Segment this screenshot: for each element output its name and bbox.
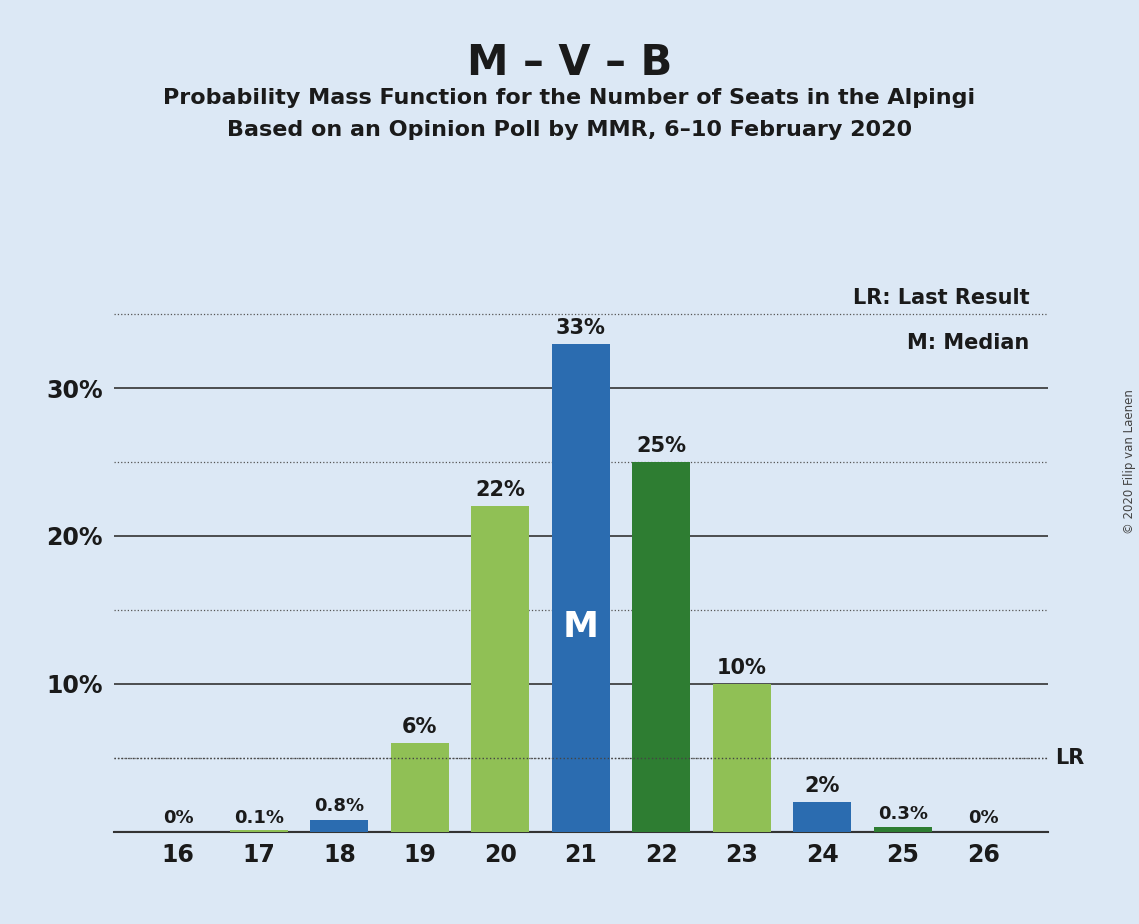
Bar	[391, 743, 449, 832]
Bar	[794, 802, 852, 832]
Text: M: Median: M: Median	[907, 333, 1030, 353]
Text: 0.8%: 0.8%	[314, 797, 364, 815]
Text: Probability Mass Function for the Number of Seats in the Alpingi: Probability Mass Function for the Number…	[163, 88, 976, 108]
Bar	[552, 344, 609, 832]
Text: M – V – B: M – V – B	[467, 42, 672, 83]
Text: 10%: 10%	[716, 658, 767, 678]
Text: © 2020 Filip van Laenen: © 2020 Filip van Laenen	[1123, 390, 1137, 534]
Text: 0%: 0%	[163, 809, 194, 827]
Bar	[230, 830, 288, 832]
Text: 33%: 33%	[556, 318, 606, 338]
Text: 0%: 0%	[968, 809, 999, 827]
Text: 0.3%: 0.3%	[878, 805, 928, 822]
Bar	[472, 506, 530, 832]
Text: LR: Last Result: LR: Last Result	[853, 288, 1030, 309]
Text: 22%: 22%	[475, 480, 525, 501]
Bar	[713, 684, 771, 832]
Text: M: M	[563, 610, 599, 644]
Text: LR: LR	[1055, 748, 1084, 768]
Bar	[874, 827, 932, 832]
Bar	[310, 820, 368, 832]
Text: 6%: 6%	[402, 717, 437, 737]
Text: Based on an Opinion Poll by MMR, 6–10 February 2020: Based on an Opinion Poll by MMR, 6–10 Fe…	[227, 120, 912, 140]
Bar	[632, 462, 690, 832]
Text: 2%: 2%	[805, 776, 841, 796]
Text: 0.1%: 0.1%	[233, 809, 284, 827]
Text: 25%: 25%	[637, 436, 687, 456]
